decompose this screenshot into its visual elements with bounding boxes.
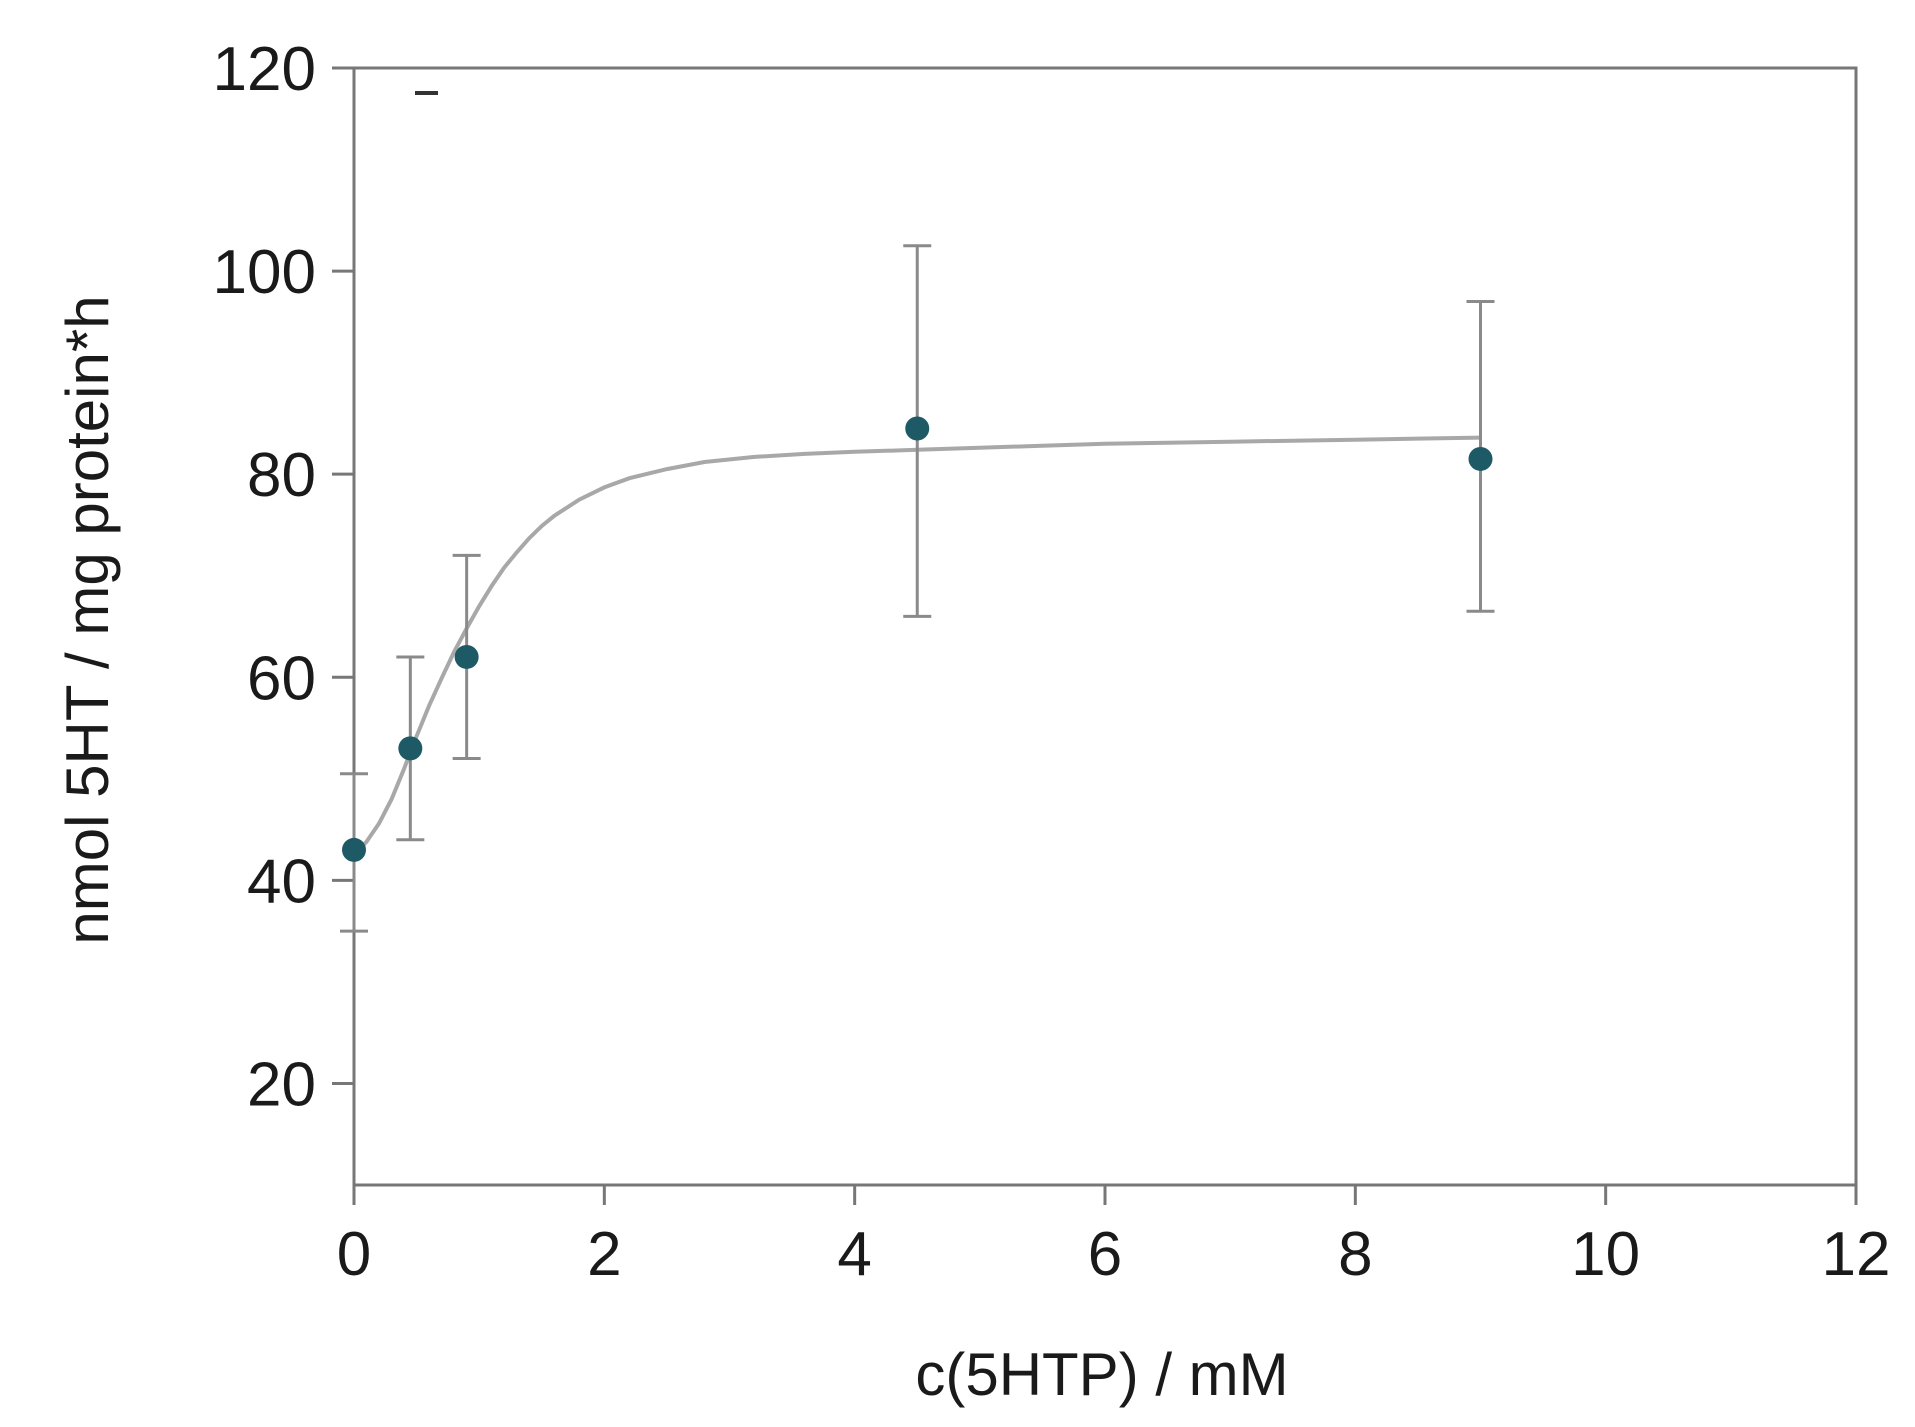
- data-point: [454, 644, 479, 669]
- y-tick-label: 100: [213, 238, 316, 307]
- x-tick-label: 2: [587, 1220, 621, 1289]
- x-tick-label: 8: [1338, 1220, 1372, 1289]
- y-axis-label: nmol 5HT / mg protein*h: [54, 295, 121, 944]
- x-tick-label: 12: [1822, 1220, 1891, 1289]
- y-tick-label: 20: [247, 1050, 316, 1119]
- error-bars-layer: [340, 244, 1495, 933]
- data-point: [342, 837, 366, 862]
- data-points-layer: [342, 416, 1493, 862]
- fit-curve-layer: [352, 435, 1481, 857]
- x-tick-label: 6: [1088, 1220, 1122, 1289]
- data-point: [398, 736, 423, 761]
- fit-curve-line: [352, 435, 1481, 857]
- x-tick-label: 0: [337, 1220, 371, 1289]
- x-axis-ticks: 0 2 4 6 8 10 12: [337, 1185, 1891, 1289]
- y-axis-ticks: 20 40 60 80 100 120: [213, 35, 354, 1119]
- y-tick-label: 60: [247, 644, 316, 713]
- y-tick-label: 80: [247, 441, 316, 510]
- data-point: [905, 416, 930, 441]
- y-tick-label: 120: [213, 35, 316, 104]
- data-point: [1468, 446, 1493, 471]
- y-tick-label: 40: [247, 847, 316, 916]
- x-axis-label: c(5HTP) / mM: [915, 1341, 1288, 1408]
- plot-frame: [352, 66, 1858, 1187]
- x-tick-label: 10: [1571, 1220, 1640, 1289]
- x-tick-label: 4: [837, 1220, 871, 1289]
